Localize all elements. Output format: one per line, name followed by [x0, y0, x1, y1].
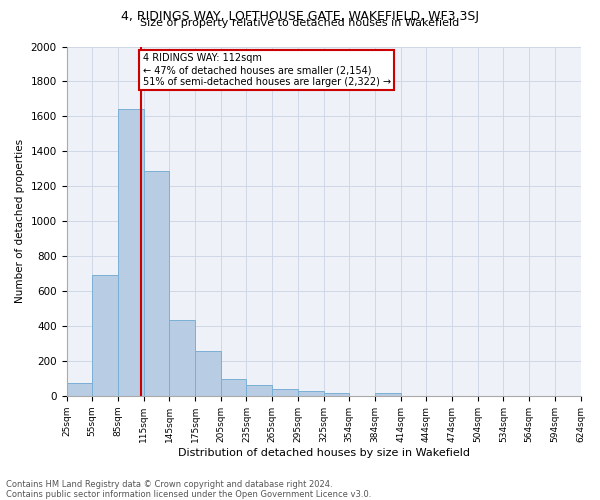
Bar	[195, 352, 221, 396]
Bar	[67, 382, 92, 396]
Text: 4 RIDINGS WAY: 112sqm
← 47% of detached houses are smaller (2,154)
51% of semi-d: 4 RIDINGS WAY: 112sqm ← 47% of detached …	[143, 54, 391, 86]
Y-axis label: Number of detached properties: Number of detached properties	[15, 139, 25, 303]
Bar	[323, 393, 349, 396]
Bar	[92, 276, 118, 396]
Bar	[298, 392, 323, 396]
Bar	[143, 172, 169, 396]
Bar	[221, 380, 247, 396]
Bar	[375, 393, 401, 396]
X-axis label: Distribution of detached houses by size in Wakefield: Distribution of detached houses by size …	[178, 448, 470, 458]
Text: Size of property relative to detached houses in Wakefield: Size of property relative to detached ho…	[140, 18, 460, 28]
Bar	[169, 320, 195, 396]
Bar	[247, 386, 272, 396]
Text: 4, RIDINGS WAY, LOFTHOUSE GATE, WAKEFIELD, WF3 3SJ: 4, RIDINGS WAY, LOFTHOUSE GATE, WAKEFIEL…	[121, 10, 479, 23]
Bar	[118, 110, 143, 396]
Bar	[272, 389, 298, 396]
Text: Contains HM Land Registry data © Crown copyright and database right 2024.
Contai: Contains HM Land Registry data © Crown c…	[6, 480, 371, 499]
